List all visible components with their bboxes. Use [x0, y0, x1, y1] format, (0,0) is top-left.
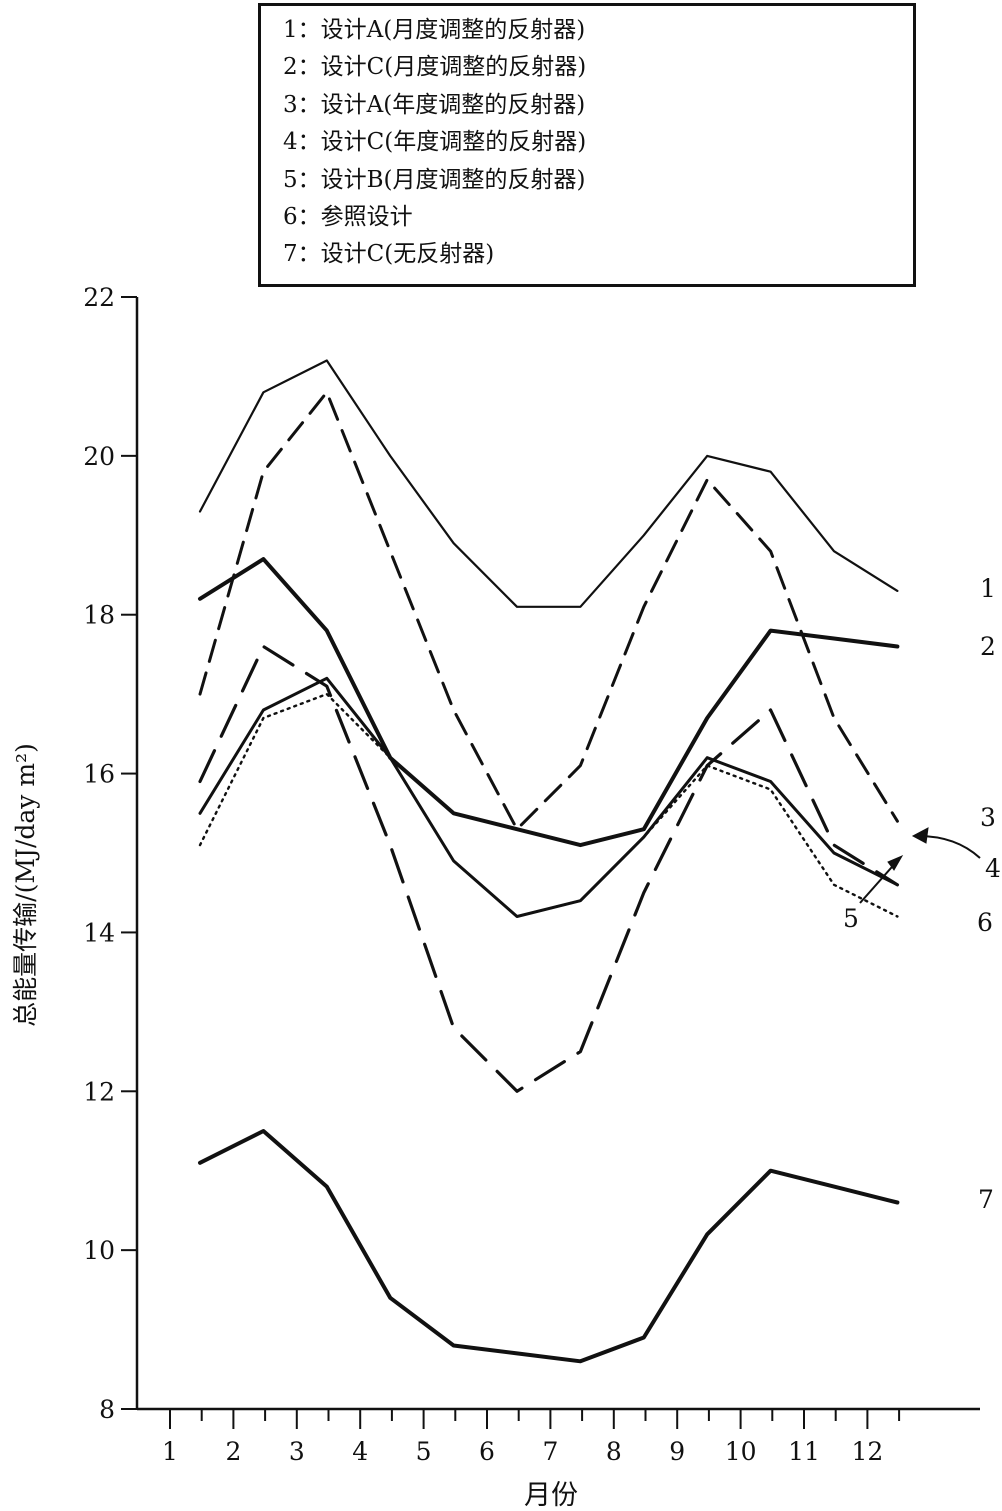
x-tick-label-12: 12	[851, 1437, 883, 1466]
x-tick-label-2: 2	[225, 1437, 241, 1466]
y-tick-label-16: 16	[83, 760, 115, 789]
series-end-label-1: 1	[980, 574, 996, 603]
x-axis-title: 月份	[524, 1480, 578, 1511]
x-tick-label-3: 3	[289, 1437, 305, 1466]
x-tick-label-9: 9	[669, 1437, 685, 1466]
y-tick-label-14: 14	[83, 918, 115, 947]
legend-item-1: 1：设计A(月度调整的反射器)	[283, 17, 586, 43]
legend-item-2: 2：设计C(月度调整的反射器)	[283, 54, 587, 81]
series-end-label-3: 3	[980, 803, 996, 832]
series-line-5	[198, 676, 899, 918]
x-tick-label-6: 6	[479, 1437, 495, 1466]
series-line-3	[198, 390, 899, 831]
legend-item-6: 6：参照设计	[283, 204, 413, 231]
legend: 1：设计A(月度调整的反射器) 2：设计C(月度调整的反射器) 3：设计A(年度调整…	[258, 3, 916, 287]
legend-list: 1：设计A(月度调整的反射器) 2：设计C(月度调整的反射器) 3：设计A(年度调整…	[261, 6, 913, 274]
series-line-6	[198, 692, 899, 918]
y-tick-label-10: 10	[83, 1236, 115, 1265]
y-axis-title: 总能量传输/(MJ/day m²)	[11, 743, 40, 1027]
y-tick-label-12: 12	[83, 1077, 115, 1106]
x-tick-label-4: 4	[352, 1437, 368, 1466]
y-tick-label-22: 22	[83, 283, 115, 312]
x-tick-label-1: 1	[162, 1437, 178, 1466]
legend-item-3: 3：设计A(年度调整的反射器)	[283, 91, 586, 118]
series-end-label-5: 5	[843, 904, 859, 933]
legend-item-7: 7：设计C(无反射器)	[283, 241, 495, 268]
y-tick-label-18: 18	[83, 601, 115, 630]
x-tick-label-8: 8	[606, 1437, 622, 1466]
series-end-label-2: 2	[980, 632, 996, 661]
series-end-label-7: 7	[978, 1185, 994, 1214]
legend-item-4: 4：设计C(年度调整的反射器)	[283, 129, 587, 156]
leader-arrowhead-5	[887, 854, 904, 871]
y-tick-label-20: 20	[83, 442, 115, 471]
series-end-label-4: 4	[985, 854, 1001, 883]
x-tick-label-7: 7	[542, 1437, 558, 1466]
series-line-2	[198, 557, 900, 848]
series-end-label-6: 6	[977, 908, 993, 937]
series-line-1	[198, 359, 899, 608]
series-line-7	[198, 1129, 900, 1364]
legend-item-5: 5：设计B(月度调整的反射器)	[283, 166, 586, 193]
y-tick-label-8: 8	[99, 1395, 115, 1424]
x-tick-label-5: 5	[416, 1437, 432, 1466]
x-tick-label-11: 11	[788, 1437, 820, 1466]
leader-arrowhead-4	[911, 827, 929, 844]
x-tick-label-10: 10	[725, 1437, 757, 1466]
series-line-4	[198, 644, 900, 1093]
